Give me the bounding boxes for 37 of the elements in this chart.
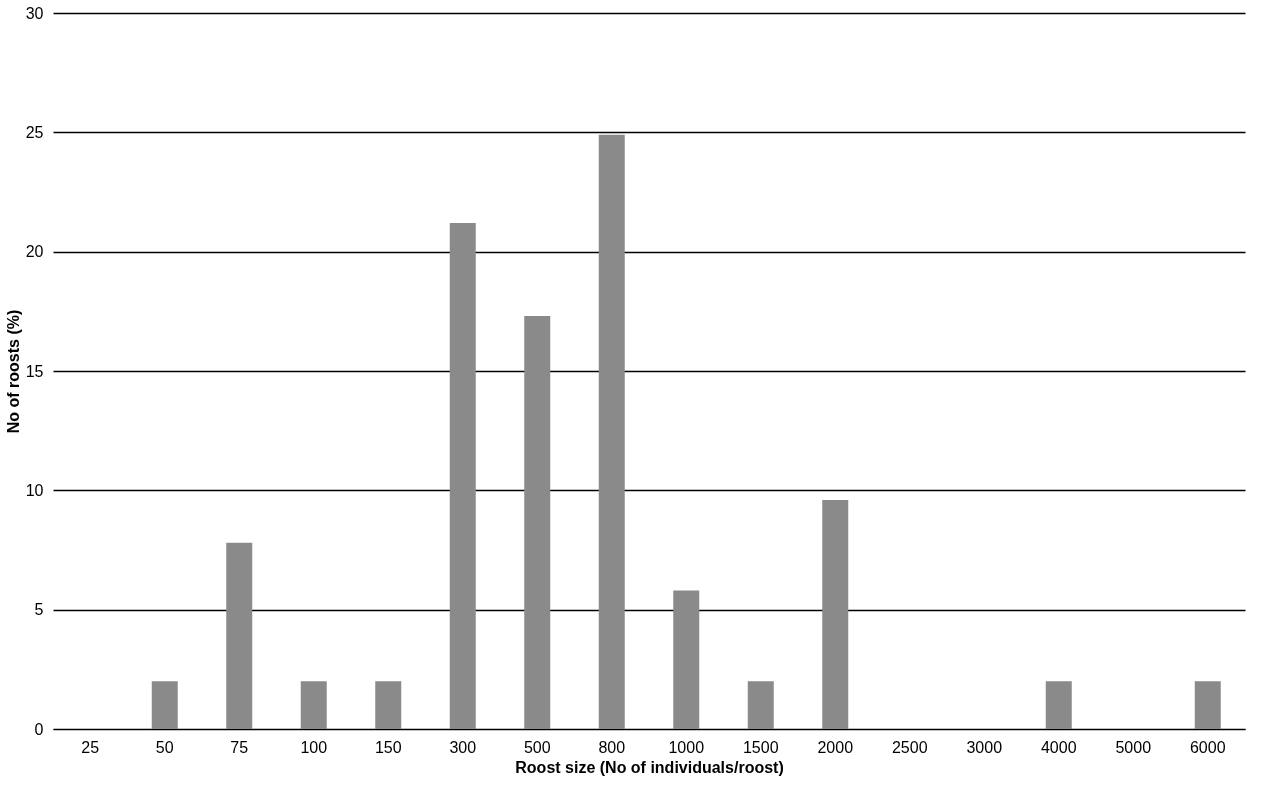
bar (673, 590, 700, 729)
x-tick-label: 150 (374, 738, 402, 756)
x-tick-label: 100 (300, 738, 328, 756)
x-tick-label: 500 (523, 738, 551, 756)
x-tick-label: 75 (230, 738, 249, 756)
x-tick-label: 3000 (966, 738, 1003, 756)
bar (449, 223, 476, 729)
y-tick-label: 20 (25, 243, 44, 261)
x-tick-label: 50 (155, 738, 174, 756)
x-tick-label: 2500 (891, 738, 928, 756)
bar (747, 681, 774, 729)
y-tick-label: 5 (34, 601, 44, 619)
y-tick-label: 10 (25, 481, 44, 499)
bar (1194, 681, 1221, 729)
x-tick-label: 25 (81, 738, 100, 756)
x-tick-label: 1000 (668, 738, 705, 756)
x-tick-label: 800 (598, 738, 626, 756)
bar (1045, 681, 1072, 729)
y-axis-title: No of roosts (%) (4, 309, 22, 434)
x-tick-label: 5000 (1115, 738, 1152, 756)
bar (822, 499, 849, 729)
bar (226, 542, 253, 729)
y-tick-label: 0 (34, 720, 44, 738)
bar (598, 134, 625, 729)
bar (524, 316, 551, 729)
x-tick-label: 6000 (1189, 738, 1226, 756)
x-tick-label: 1500 (742, 738, 779, 756)
x-tick-label: 4000 (1040, 738, 1077, 756)
bar (375, 681, 402, 729)
x-axis-title: Roost size (No of individuals/roost) (515, 758, 784, 776)
y-tick-label: 15 (25, 362, 44, 380)
y-tick-label: 30 (25, 4, 44, 22)
x-tick-label: 300 (449, 738, 477, 756)
bar (300, 681, 327, 729)
y-tick-label: 25 (25, 123, 44, 141)
bar (151, 681, 178, 729)
x-tick-label: 2000 (817, 738, 854, 756)
